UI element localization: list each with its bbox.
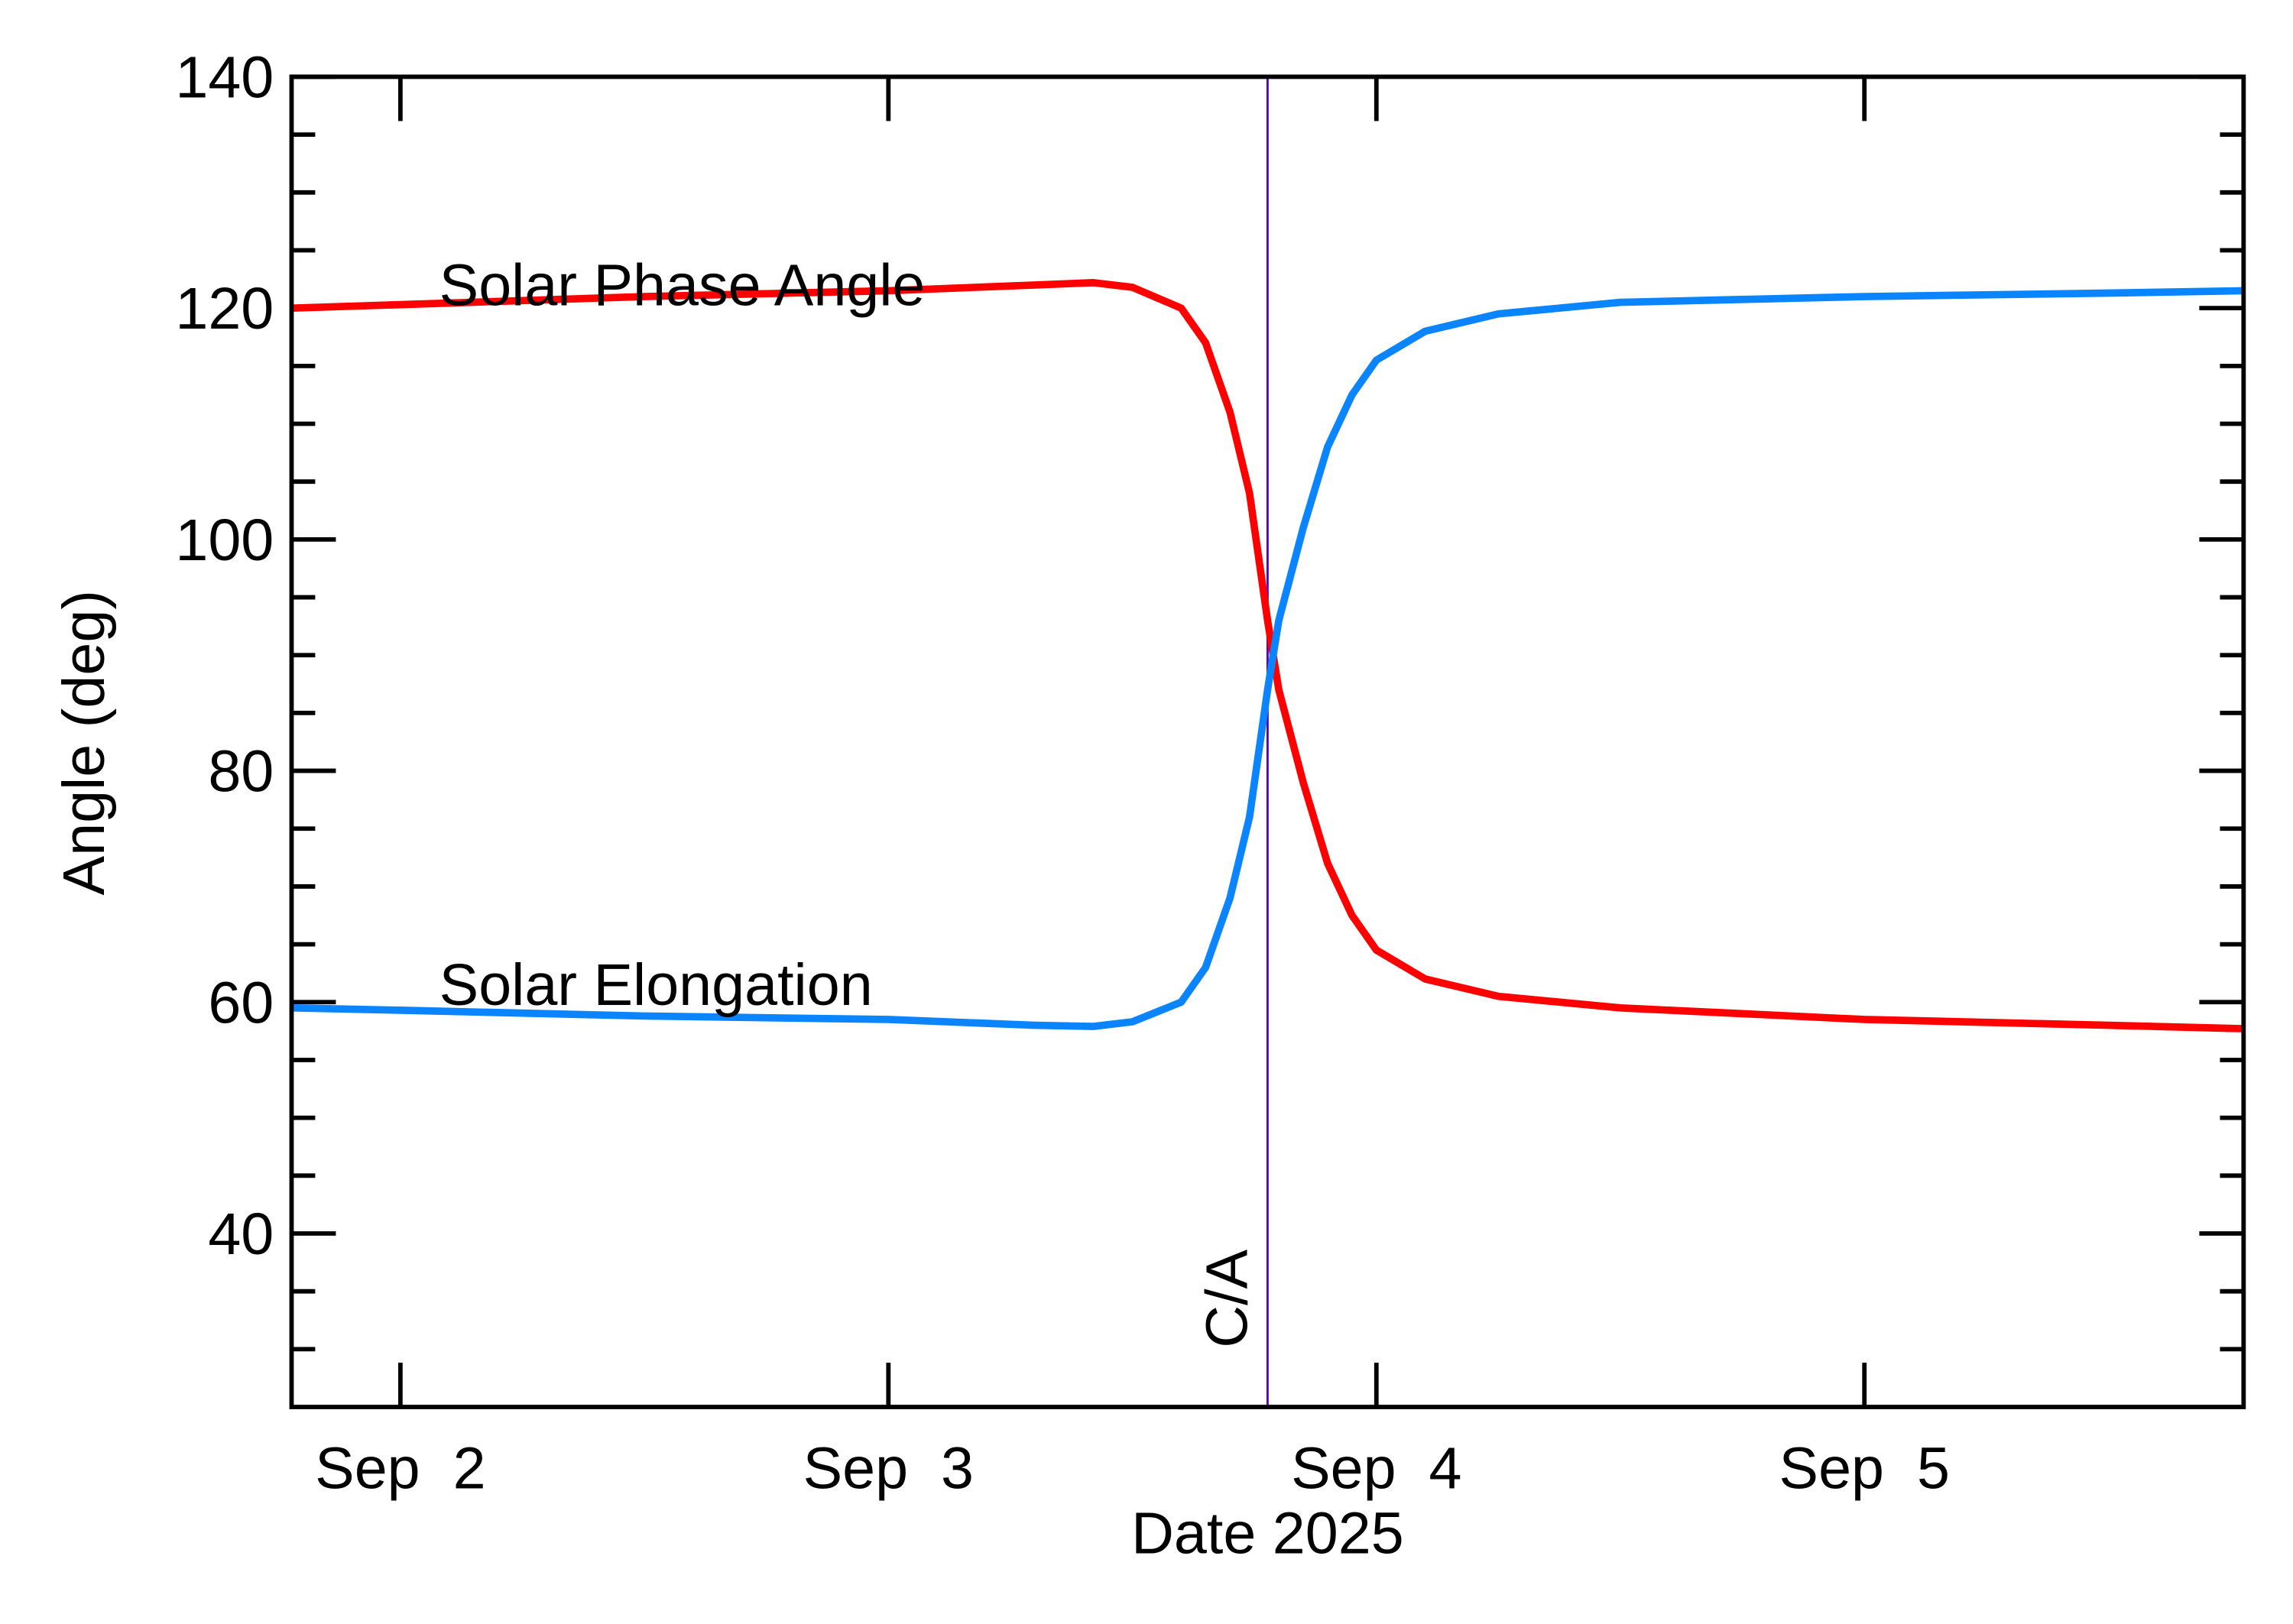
y-tick-label: 140: [175, 45, 274, 111]
series-line: [291, 279, 2244, 1032]
y-tick-label: 40: [208, 1201, 274, 1267]
y-tick-label: 100: [175, 507, 274, 573]
closest-approach-label: C/A: [1194, 1249, 1260, 1347]
series-label: Solar Phase Angle: [439, 252, 926, 318]
series-line: [291, 287, 2244, 1030]
series-label: Solar Elongation: [439, 952, 873, 1018]
y-tick-label: 80: [208, 739, 274, 805]
y-tick-label: 120: [175, 276, 274, 342]
y-tick-label: 60: [208, 970, 274, 1036]
x-tick-label: Sep 5: [1779, 1435, 1950, 1501]
x-tick-label: Sep 3: [803, 1435, 974, 1501]
plot-frame: [289, 74, 2246, 1409]
y-axis-label: Angle (deg): [51, 590, 117, 895]
x-tick-label: Sep 4: [1291, 1435, 1461, 1501]
x-axis-label: Date 2025: [1131, 1500, 1404, 1566]
x-tick-label: Sep 2: [315, 1435, 485, 1501]
